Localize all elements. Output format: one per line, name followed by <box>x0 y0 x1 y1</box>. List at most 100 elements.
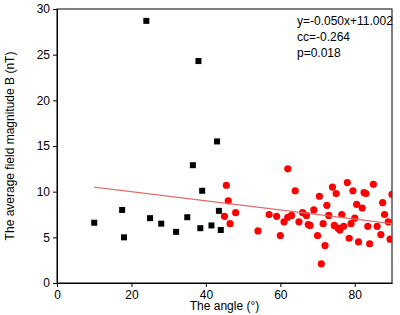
circle-point <box>346 235 353 242</box>
circle-point <box>329 184 336 191</box>
y-tick-label: 5 <box>43 231 50 245</box>
circle-point <box>377 231 384 238</box>
y-tick: 20 <box>37 94 57 108</box>
circle-point <box>223 182 230 189</box>
y-tick-mark <box>53 237 57 238</box>
circle-point <box>320 220 327 227</box>
circle-point <box>254 227 261 234</box>
circle-point <box>385 218 392 225</box>
square-point <box>121 234 127 240</box>
circle-point <box>381 211 388 218</box>
square-point <box>208 222 214 228</box>
circle-point <box>321 242 328 249</box>
circle-point <box>323 202 330 209</box>
circle-point <box>370 181 377 188</box>
square-point <box>184 214 190 220</box>
circle-point <box>310 206 317 213</box>
circle-point <box>388 191 392 198</box>
y-tick-mark <box>53 55 57 56</box>
circle-point <box>273 213 280 220</box>
x-tick: 60 <box>274 283 288 302</box>
y-tick-label: 10 <box>37 185 51 199</box>
x-tick-mark <box>131 283 132 287</box>
y-tick-label: 20 <box>37 94 51 108</box>
annotation: p=0.018 <box>297 46 341 60</box>
square-point <box>147 215 153 221</box>
y-tick-label: 30 <box>37 2 51 16</box>
circle-point <box>226 220 233 227</box>
circle-point <box>359 205 366 212</box>
y-tick: 25 <box>37 48 57 62</box>
y-tick: 15 <box>37 139 57 153</box>
circle-point <box>355 238 362 245</box>
x-tick: 80 <box>349 283 363 302</box>
y-tick-mark <box>53 100 57 101</box>
circle-point <box>284 165 291 172</box>
square-point <box>214 138 220 144</box>
x-axis-title: The angle (°) <box>190 299 260 313</box>
y-axis-line <box>57 10 58 284</box>
circle-point <box>232 209 239 216</box>
x-tick-label: 20 <box>125 288 139 302</box>
circle-point <box>362 190 369 197</box>
y-tick-mark <box>53 192 57 193</box>
x-tick: 0 <box>54 283 61 302</box>
plot-frame <box>57 9 392 283</box>
circle-point <box>277 232 284 239</box>
circle-point <box>333 190 340 197</box>
square-point <box>91 220 97 226</box>
circle-point <box>374 223 381 230</box>
y-tick: 10 <box>37 185 57 199</box>
circle-point <box>314 232 321 239</box>
x-tick-mark <box>206 283 207 287</box>
square-point <box>199 188 205 194</box>
x-axis-line <box>58 283 393 284</box>
plot-marks <box>91 18 392 268</box>
annotation: y=-0.050x+11.002 <box>297 14 393 28</box>
circle-point <box>266 211 273 218</box>
square-point <box>143 18 149 24</box>
y-tick-mark <box>53 9 57 10</box>
square-point <box>218 227 224 233</box>
fit-line <box>94 187 392 224</box>
y-tick-mark <box>53 146 57 147</box>
circle-point <box>221 213 228 220</box>
annotation: cc=-0.264 <box>297 30 350 44</box>
circle-point <box>379 199 386 206</box>
square-point <box>173 229 179 235</box>
y-tick-mark <box>53 283 57 284</box>
x-tick-mark <box>355 283 356 287</box>
y-tick-label: 15 <box>37 139 51 153</box>
chart: 020406080051015202530The angle (°)The av… <box>0 0 400 315</box>
circle-point <box>318 260 325 267</box>
y-tick: 5 <box>43 231 57 245</box>
circle-point <box>340 223 347 230</box>
square-point <box>190 162 196 168</box>
circle-point <box>366 240 373 247</box>
x-tick-label: 60 <box>274 288 288 302</box>
circle-point <box>349 187 356 194</box>
circle-point <box>292 187 299 194</box>
y-axis: 0 5 10 15 20 25 30 <box>37 2 58 290</box>
circle-point <box>316 193 323 200</box>
x-tick-mark <box>57 283 58 287</box>
y-tick: 0 <box>43 276 57 290</box>
circle-point <box>307 222 314 229</box>
x-tick: 20 <box>125 283 139 302</box>
y-tick-label: 25 <box>37 48 51 62</box>
x-tick-mark <box>280 283 281 287</box>
square-point <box>158 221 164 227</box>
circle-point <box>288 212 295 219</box>
circle-point <box>387 236 392 243</box>
circle-point <box>295 218 302 225</box>
y-axis-title: The average field magnitude B (nT) <box>3 52 17 241</box>
square-point <box>197 225 203 231</box>
square-point <box>195 58 201 64</box>
x-tick-label: 0 <box>54 288 61 302</box>
circle-point <box>364 223 371 230</box>
y-tick-label: 0 <box>43 276 50 290</box>
x-tick-label: 80 <box>349 288 363 302</box>
square-point <box>216 208 222 214</box>
square-point <box>119 207 125 213</box>
y-tick: 30 <box>37 2 57 16</box>
